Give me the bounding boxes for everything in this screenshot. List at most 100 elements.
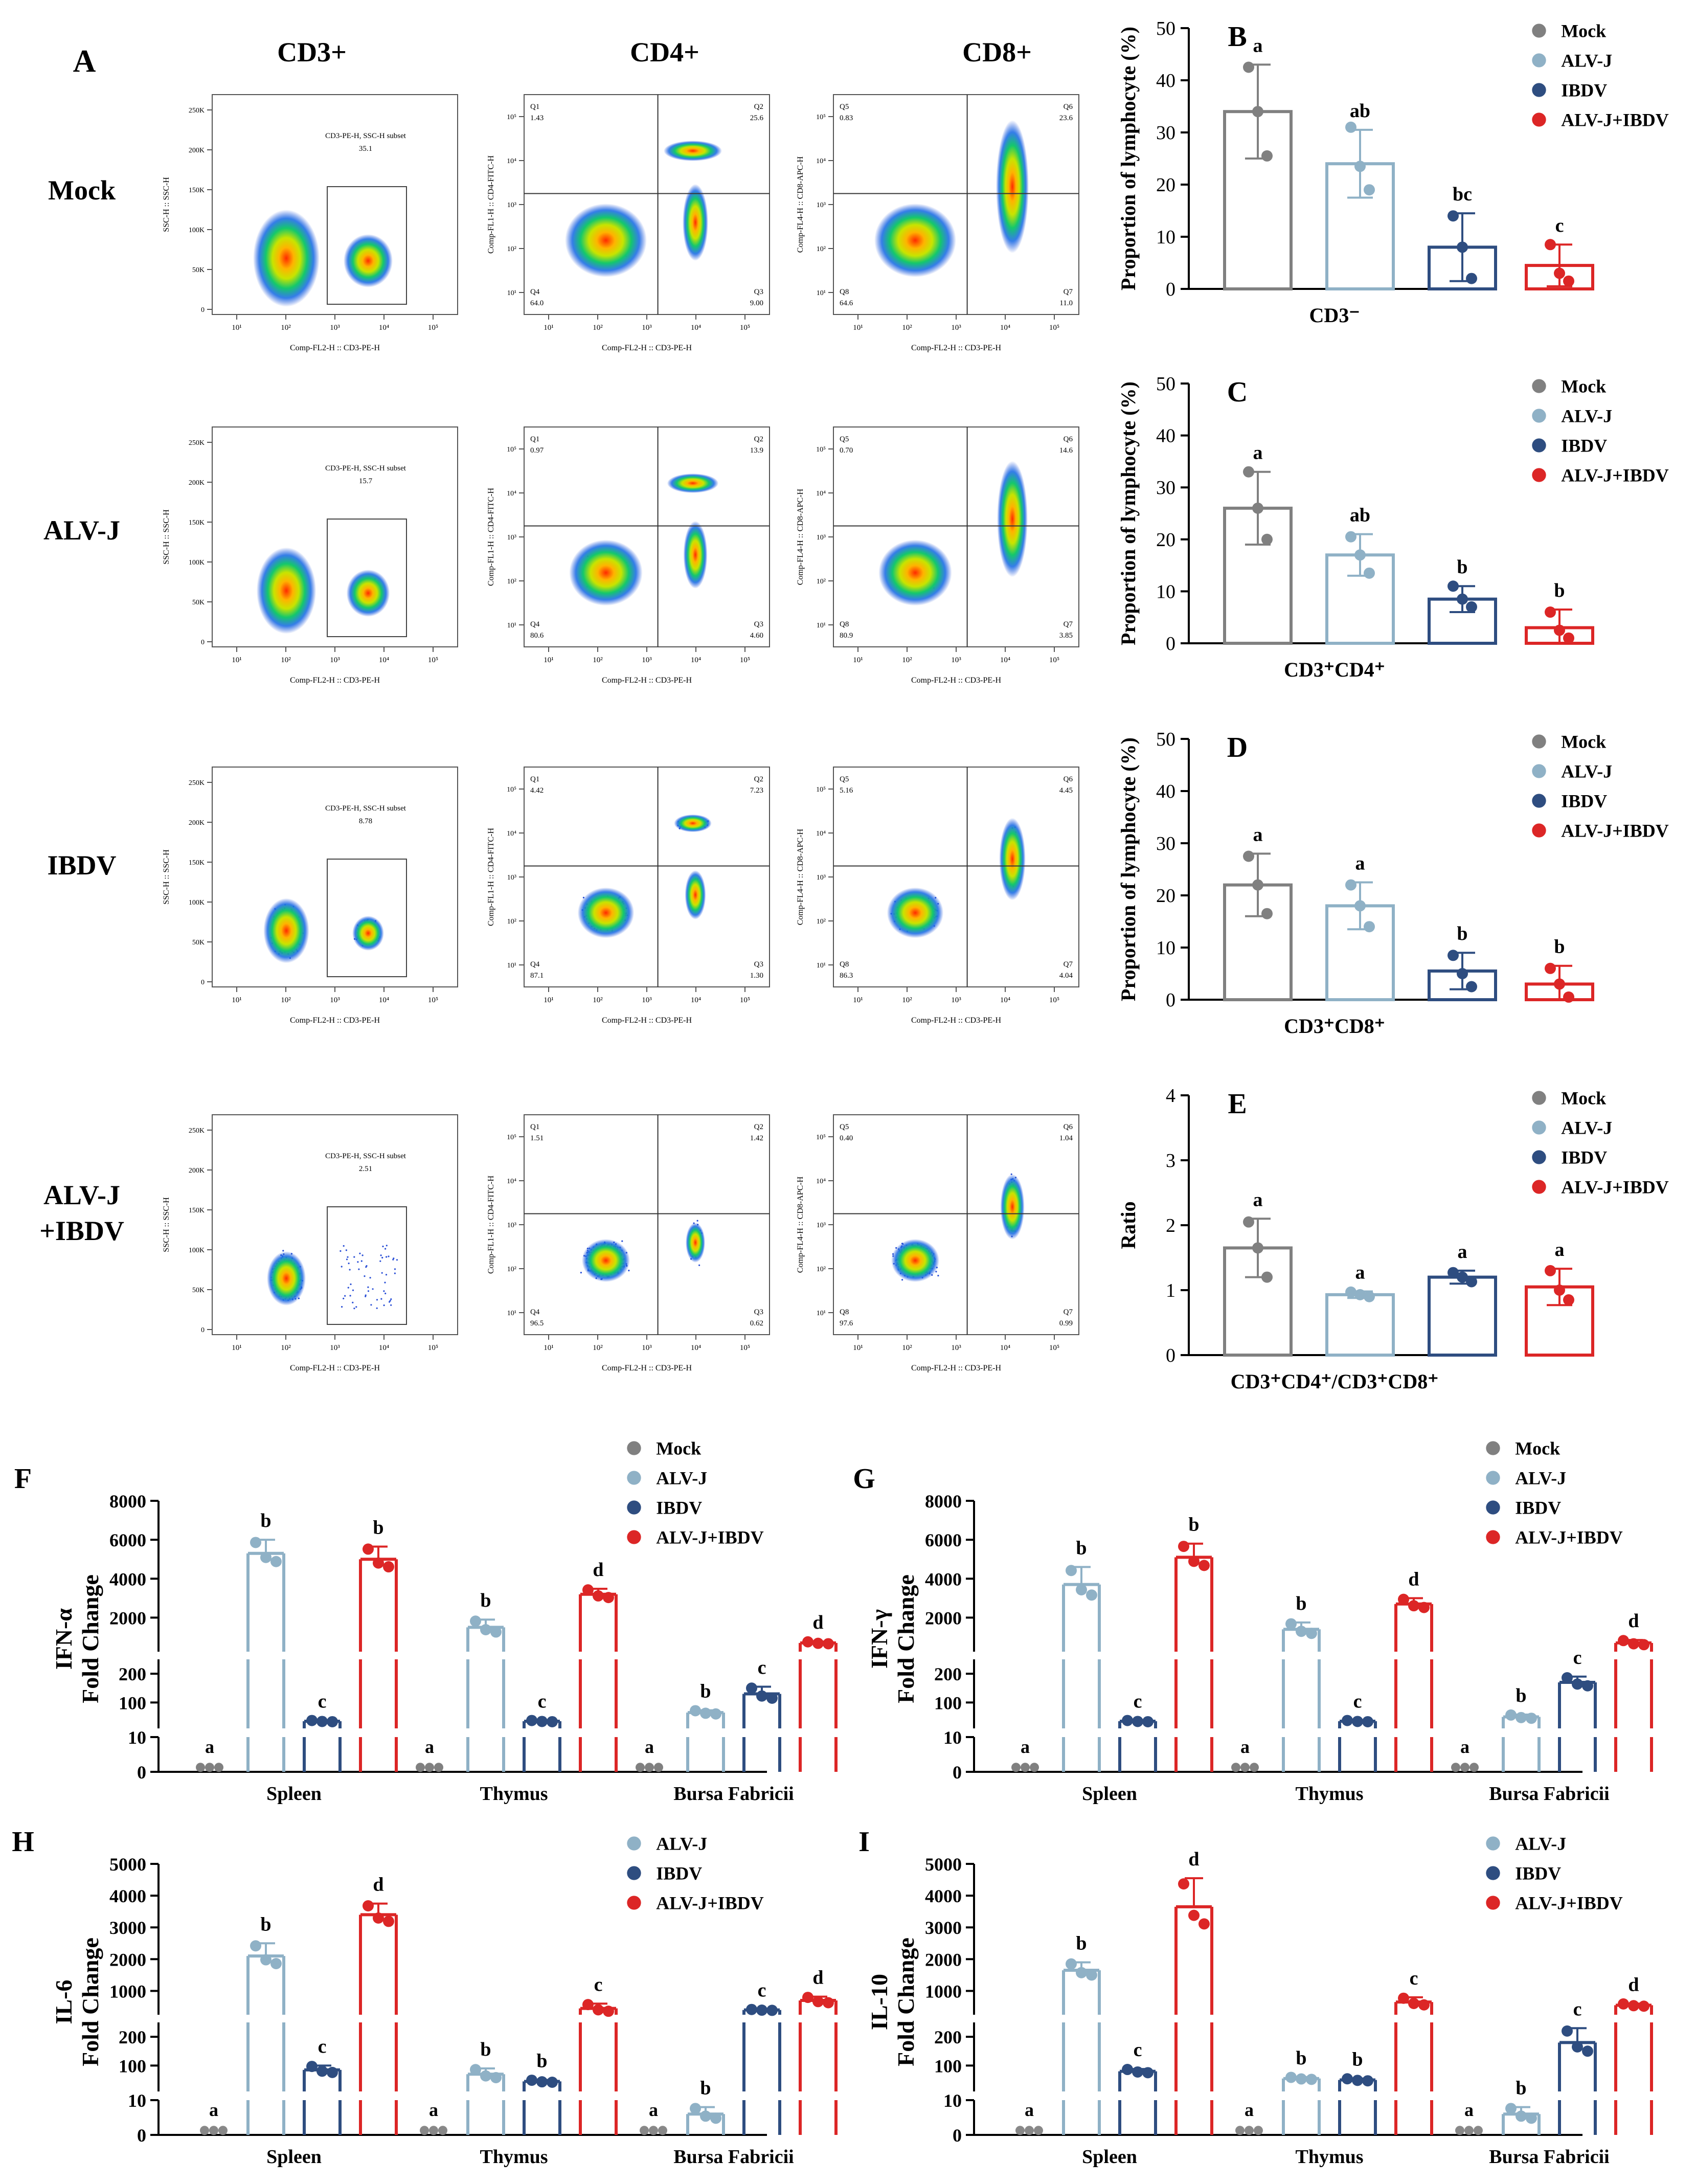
y-tick-label: 50K [192, 266, 205, 274]
y-tick-label: 10² [817, 245, 826, 253]
x-tick-label: 10³ [642, 324, 652, 332]
x-tick-label: 10⁴ [379, 656, 389, 664]
quadrant-percent: 64.6 [840, 299, 853, 307]
quadrant-name: Q6 [1064, 103, 1073, 111]
quadrant-name: Q4 [530, 288, 540, 296]
row-label-0: Mock [48, 175, 116, 206]
density-cluster [664, 141, 722, 161]
column-title-cd4-plus: CD4+ [630, 37, 699, 67]
cd4-dotplot-0: Q1 1.43 Q2 25.6 Q3 9.00 Q4 64.0 10¹ 10² 10³ 10⁴ 10⁵ 1… [487, 94, 770, 352]
density-cluster [996, 120, 1029, 253]
x-tick-label: 10² [902, 324, 912, 332]
plot-background [524, 95, 770, 314]
quadrant-percent: 11.0 [1059, 299, 1073, 307]
x-tick-label: 10⁵ [1049, 324, 1059, 332]
cd3-dotplot-0: CD3-PE-H, SSC-H subset 35.1 0 50K 100K 150K 20… [162, 94, 458, 352]
quadrant-name: Q1 [530, 103, 539, 111]
plot-background [524, 427, 770, 647]
density-cluster [565, 204, 647, 277]
y-tick-label: 0 [201, 639, 205, 646]
x-axis-label: Comp-FL2-H :: CD3-PE-H [290, 676, 380, 685]
x-axis-label: Comp-FL2-H :: CD3-PE-H [602, 344, 692, 352]
y-tick-label: 200K [189, 479, 205, 487]
y-tick-label: 200K [189, 147, 205, 154]
x-tick-label: 10⁵ [740, 324, 750, 332]
y-tick-label: 100K [189, 227, 205, 234]
y-tick-label: 10⁵ [816, 114, 826, 121]
x-tick-label: 10² [593, 324, 603, 332]
density-cluster [344, 234, 393, 287]
density-cluster [683, 184, 708, 261]
cd4-dotplot-1: Q10.97Q213.9Q34.60Q480.610¹10²10³10⁴10⁵1… [487, 426, 770, 685]
quadrant-percent: 64.0 [530, 299, 544, 307]
y-tick-label: 10² [507, 245, 516, 253]
x-tick-label: 10² [281, 324, 291, 332]
quadrant-name: Q3 [754, 288, 763, 296]
density-cluster [253, 210, 320, 307]
row-label-3: +IBDV [39, 1215, 124, 1246]
row-label-2: IBDV [47, 850, 116, 881]
plot-background [212, 427, 458, 647]
density-cluster [346, 570, 390, 617]
x-tick-label: 10³ [951, 324, 961, 332]
gate-name: CD3-PE-H, SSC-H subset [325, 464, 406, 472]
column-title-cd3-plus: CD3+ [277, 37, 347, 67]
x-tick-label: 10² [281, 656, 291, 664]
cd3-dotplot-1: CD3-PE-H, SSC-H subset 15.7 0 50K 100K 150K 20… [162, 426, 458, 685]
y-tick-label: 10⁵ [507, 114, 516, 121]
gate-name: CD3-PE-H, SSC-H subset [325, 132, 406, 140]
y-tick-label: 10¹ [817, 289, 826, 297]
quadrant-name: Q2 [754, 103, 763, 111]
quadrant-percent: 0.83 [840, 114, 853, 122]
x-tick-label: 10¹ [232, 656, 242, 664]
density-cluster [256, 547, 316, 634]
x-tick-label: 10⁵ [428, 324, 438, 332]
x-tick-label: 10¹ [232, 324, 242, 332]
y-tick-label: 10³ [817, 201, 826, 209]
gate-percent: 35.1 [359, 145, 372, 153]
y-tick-label: 150K [189, 187, 205, 194]
y-tick-label: 0 [201, 306, 205, 314]
x-tick-label: 10³ [330, 656, 340, 664]
y-tick-label: 10¹ [507, 289, 516, 297]
x-tick-label: 10³ [330, 324, 340, 332]
row-label-1: ALV-J [43, 515, 120, 546]
y-tick-label: 250K [189, 107, 205, 115]
quadrant-name: Q5 [840, 103, 849, 111]
gate-percent: 15.7 [359, 477, 373, 485]
x-tick-label: 10⁴ [1000, 324, 1010, 332]
x-tick-label: 10⁴ [379, 324, 389, 332]
y-tick-label: 150K [189, 519, 205, 527]
y-tick-label: 100K [189, 559, 205, 567]
y-axis-label: Comp-FL1-H :: CD4-FITC-H [487, 155, 495, 254]
quadrant-name: Q7 [1064, 288, 1073, 296]
column-title-cd8-plus: CD8+ [962, 37, 1032, 67]
y-axis-label: Comp-FL4-H :: CD8-APC-H [796, 156, 805, 253]
plot-background [833, 95, 1079, 314]
quadrant-name: Q8 [840, 288, 849, 296]
y-axis-label: SSC-H :: SSC-H [162, 177, 171, 232]
y-tick-label: 250K [189, 439, 205, 447]
quadrant-percent: 9.00 [750, 299, 763, 307]
y-tick-label: 10⁴ [507, 157, 516, 165]
quadrant-percent: 1.43 [530, 114, 544, 122]
x-axis-label: Comp-FL2-H :: CD3-PE-H [911, 344, 1001, 352]
panel-a-flow-cytometry: A CD3+ CD4+ CD8+ Mock ALV-J IBDV ALV-J +IBDV CD3-… [39, 37, 1079, 1372]
cd8-dotplot-0: Q5 0.83 Q6 23.6 Q7 11.0 Q8 64.6 10¹ 10² 10³ 10⁴ 10⁵ 1… [796, 94, 1079, 352]
x-tick-label: 10⁴ [691, 324, 701, 332]
x-tick-label: 10¹ [853, 324, 863, 332]
y-tick-label: 50K [192, 599, 205, 606]
y-axis-label: SSC-H :: SSC-H [162, 509, 171, 565]
y-tick-label: 10⁴ [816, 157, 826, 165]
quadrant-percent: 23.6 [1059, 114, 1073, 122]
row-label-3: ALV-J [43, 1180, 120, 1210]
x-tick-label: 10⁵ [428, 656, 438, 664]
x-tick-label: 10¹ [544, 324, 554, 332]
quadrant-percent: 25.6 [750, 114, 764, 122]
plot-background [212, 95, 458, 314]
y-tick-label: 10³ [507, 201, 516, 209]
density-cluster [874, 204, 956, 277]
panel-label-a: A [73, 44, 96, 79]
x-axis-label: Comp-FL2-H :: CD3-PE-H [290, 344, 380, 352]
